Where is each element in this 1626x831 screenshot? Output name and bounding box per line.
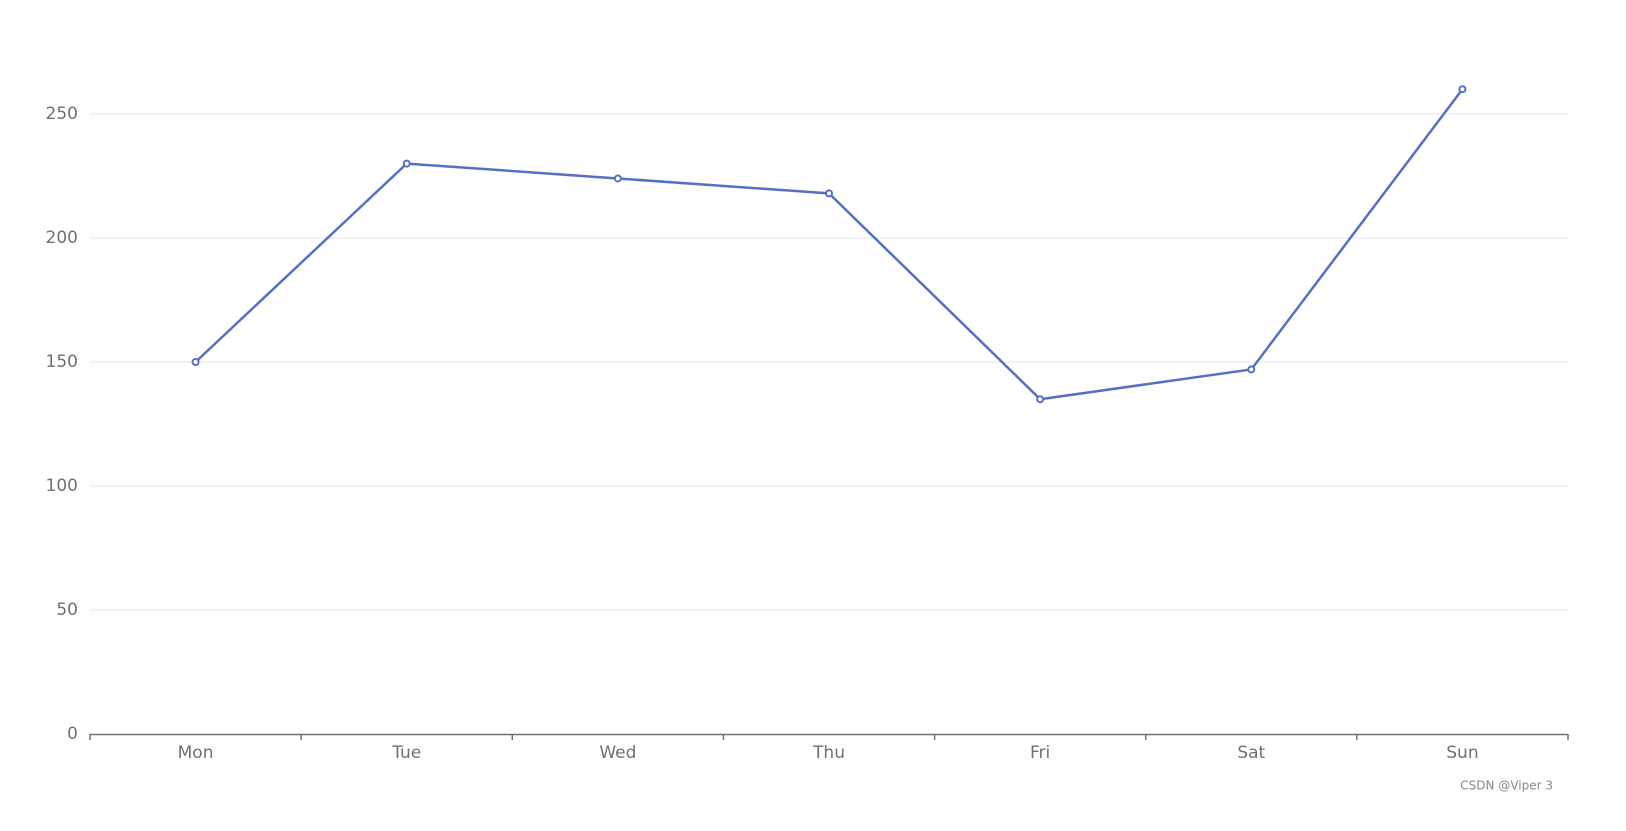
x-tick-label: Sat bbox=[1237, 743, 1265, 763]
point bbox=[1458, 85, 1467, 94]
y-tick-label: 0 bbox=[67, 724, 78, 744]
point bbox=[1247, 365, 1256, 374]
y-tick-label: 250 bbox=[46, 104, 78, 124]
point bbox=[1036, 395, 1045, 404]
x-tick-label: Tue bbox=[391, 743, 421, 763]
point bbox=[402, 159, 411, 168]
point bbox=[613, 174, 622, 183]
x-tick-label: Thu bbox=[812, 743, 845, 763]
x-tick-label: Mon bbox=[178, 743, 214, 763]
point bbox=[191, 358, 200, 366]
watermark: CSDN @Viper 3 bbox=[1460, 779, 1553, 793]
point bbox=[825, 189, 833, 198]
y-tick-label: 50 bbox=[56, 600, 78, 620]
line bbox=[194, 88, 1464, 401]
y-tick-label: 150 bbox=[46, 352, 78, 372]
x-tick-label: Wed bbox=[599, 743, 636, 763]
y-tick-label: 100 bbox=[46, 476, 78, 496]
x-tick-label: Sun bbox=[1446, 743, 1478, 763]
x-tick-label: Fri bbox=[1030, 743, 1050, 763]
y-tick-label: 200 bbox=[46, 228, 78, 248]
